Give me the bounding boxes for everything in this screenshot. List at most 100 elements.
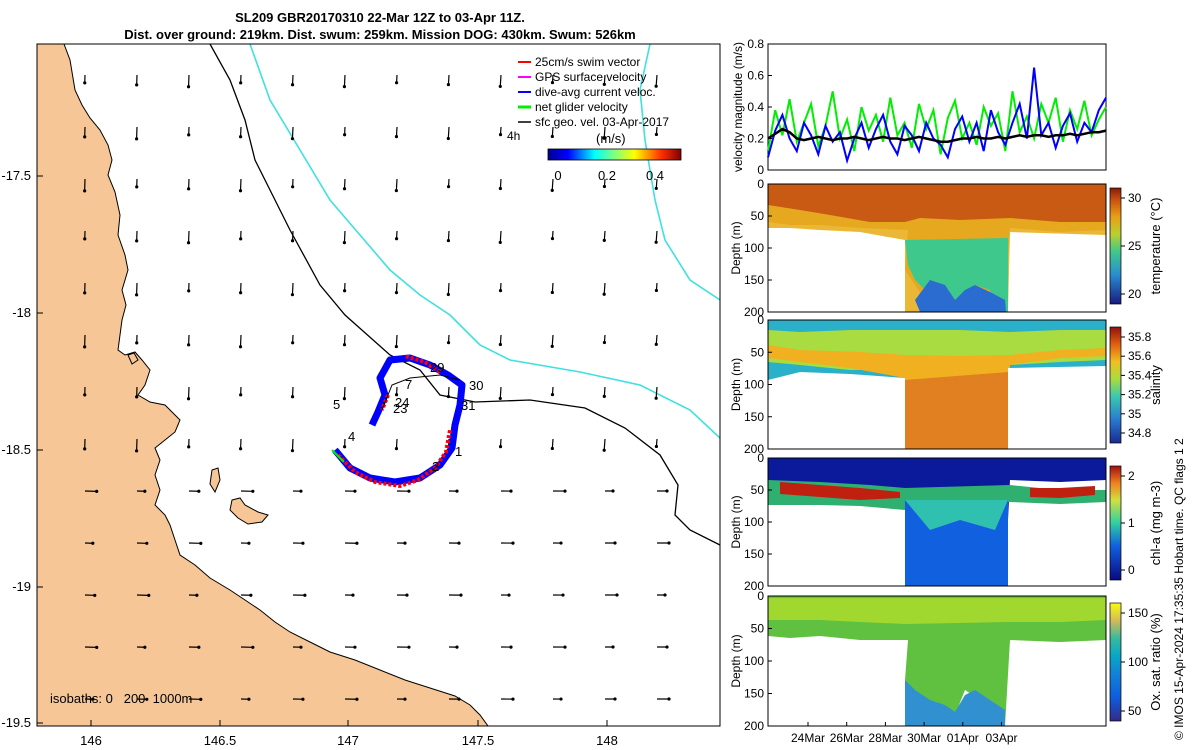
geo-velocity-arrowhead [394,447,399,451]
geo-velocity-arrowhead [355,697,359,701]
geo-velocity-arrow [343,230,346,243]
geo-velocity-arrow [655,230,658,243]
chlorophyll-section [768,458,1106,586]
geo-velocity-arrowhead [615,593,619,597]
geo-velocity-arrowhead [135,239,139,243]
isobath-1000m-east [639,44,720,301]
geo-velocity-arrow [499,386,502,399]
section-ytick-label: 200 [744,305,764,319]
geo-velocity-arrowhead [342,343,347,347]
map-xtick-label: 146.5 [204,733,237,748]
geo-velocity-arrowhead [83,237,87,241]
geo-velocity-arrowhead [299,645,303,649]
isobath-note: isobaths: 0 200 1000m [50,691,192,706]
geo-velocity-arrowhead [446,136,450,141]
legend-entry: dive-avg current veloc. [518,85,656,99]
geo-velocity-arrowhead [195,593,199,597]
geo-velocity-arrowhead [446,394,451,399]
geo-velocity-arrowhead [602,292,606,296]
geo-velocity-arrowhead [355,541,359,545]
geo-velocity-arrowhead [394,344,398,349]
map-colorbar-tick: 0 [554,168,561,183]
geo-velocity-arrowhead [134,137,139,141]
geo-velocity-arrowhead [654,132,659,137]
velocity-ytick-label: 0.8 [747,37,764,51]
geo-velocity-arrowhead [459,593,463,597]
geo-velocity-arrowhead [291,341,295,345]
section-field [780,482,900,500]
map-frame [36,43,721,727]
geo-velocity-arrowhead [247,541,251,545]
geo-velocity-arrowhead [498,133,503,137]
geo-velocity-arrowhead [446,185,451,189]
geo-velocity-arrowhead [407,645,411,649]
geo-velocity-arrowhead [301,697,305,701]
geo-velocity-arrowhead [239,393,243,397]
geo-velocity-arrowhead [665,645,669,649]
section-ytick-label: 150 [744,547,764,561]
geo-velocity-arrow [291,438,294,451]
day-label: 2 [432,459,439,474]
geo-velocity-arrowhead [343,445,347,449]
geo-velocity-arrowhead [654,84,658,88]
geo-velocity-arrowhead [83,447,87,451]
geo-velocity-arrowhead [135,341,139,345]
day-label: 24 [395,395,409,410]
geo-velocity-arrowhead [251,645,255,649]
geo-velocity-arrowhead [550,236,555,241]
geo-velocity-arrow [291,282,294,295]
section-ytick-label: 50 [751,209,765,223]
section-ytick-label: 200 [744,579,764,593]
velocity-series-line [767,127,1107,143]
geo-velocity-arrowhead [507,593,511,597]
geo-velocity-arrowhead [654,240,658,244]
island [127,352,139,365]
geo-velocity-arrowhead [290,83,295,87]
day-label: 1 [455,444,462,459]
geo-velocity-arrowhead [403,541,407,545]
geo-velocity-arrowhead [199,541,203,545]
geo-velocity-arrowhead [83,393,87,397]
map-ytick-label: -17.5 [1,168,31,183]
geo-velocity-arrowhead [455,645,459,649]
dive-avg-current-trace [332,354,466,486]
geo-velocity-arrowhead [602,340,607,345]
geo-velocity-arrowhead [290,239,295,243]
section-ytick-label: 100 [744,654,764,668]
geo-velocity-arrowhead [342,397,347,401]
geo-velocity-arrowhead [187,289,191,293]
map-colorbar-label: (m/s) [596,131,626,146]
geo-velocity-arrowhead [405,593,409,597]
geo-velocity-arrowhead [199,697,203,701]
geo-velocity-arrowhead [602,394,606,398]
geo-velocity-arrowhead [407,489,411,493]
geo-velocity-arrowhead [247,697,251,701]
section-ytick-label: 50 [751,483,765,497]
section-xtick-label: 30Mar [907,731,941,745]
geo-velocity-arrowhead [145,697,149,701]
track-line [381,374,461,411]
geo-velocity-arrowhead [611,645,615,649]
geo-velocity-arrowhead [654,186,658,190]
geo-velocity-arrowhead [342,241,347,245]
section-ylabel: Depth (m) [729,634,743,687]
geo-velocity-arrowhead [290,395,295,399]
geo-velocity-arrowhead [342,85,347,89]
section-field [1008,366,1106,449]
geo-velocity-arrowhead [663,593,667,597]
geo-velocity-arrowhead [511,697,515,701]
island [229,497,269,525]
geo-velocity-arrowhead [351,593,355,597]
geo-velocity-arrowhead [353,489,357,493]
colorbar-tick-label: 35.2 [1128,388,1152,402]
geo-velocity-arrowhead [559,541,563,545]
geo-velocity-arrow [239,334,242,347]
section-ylabel: Depth (m) [729,495,743,548]
geo-velocity-arrowhead [550,134,554,139]
colorbar [1109,326,1122,444]
geo-velocity-arrowhead [343,133,347,137]
geo-velocity-arrowhead [299,489,303,493]
velocity-ytick-label: 0.4 [747,100,764,114]
geo-velocity-arrowhead [186,241,191,245]
